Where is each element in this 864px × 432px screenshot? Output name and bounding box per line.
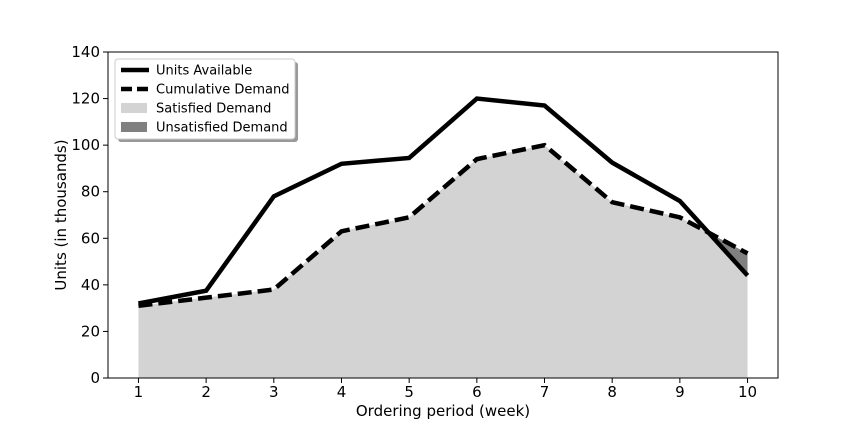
y-tick-label: 60 [81,229,100,247]
plot-frame [107,51,779,379]
y-tick-label: 80 [81,183,100,201]
x-tick-label: 3 [269,383,279,401]
legend-box [114,58,296,140]
y-tick-label: 40 [81,276,100,294]
y-tick-label: 140 [71,43,100,61]
satisfied-demand-area [138,145,748,378]
x-tick-label: 6 [472,383,482,401]
x-tick-label: 2 [201,383,211,401]
y-tick-label: 0 [90,369,100,387]
x-tick-label: 7 [540,383,550,401]
cumulative-demand-line [138,142,749,309]
lines-layer [138,96,750,309]
fills-layer [138,145,748,378]
x-axis-label: Ordering period (week) [356,402,530,420]
legend-label-cumulative-demand: Cumulative Demand [156,83,289,98]
legend-swatch-satisfied-demand [121,103,147,113]
y-axis: 0 20 40 60 80 100 120 140 [71,43,108,387]
legend-label-unsatisfied-demand: Unsatisfied Demand [156,121,288,136]
legend-label-units-available: Units Available [156,64,252,79]
x-tick-label: 1 [134,383,144,401]
y-tick-label: 100 [71,136,100,154]
legend-label-satisfied-demand: Satisfied Demand [156,102,271,117]
y-axis-label: Units (in thousands) [52,139,70,290]
x-tick-label: 10 [738,383,757,401]
x-tick-label: 9 [675,383,685,401]
x-tick-label: 8 [607,383,617,401]
x-tick-label: 5 [404,383,414,401]
y-tick-label: 120 [71,90,100,108]
units-available-line [138,96,750,306]
y-tick-label: 20 [81,322,100,340]
x-axis: 1 2 3 4 5 6 7 8 9 10 [134,378,757,401]
legend-swatch-unsatisfied-demand [121,122,147,132]
legend: Units Available Cumulative Demand Satisf… [114,58,298,142]
x-tick-label: 4 [337,383,347,401]
